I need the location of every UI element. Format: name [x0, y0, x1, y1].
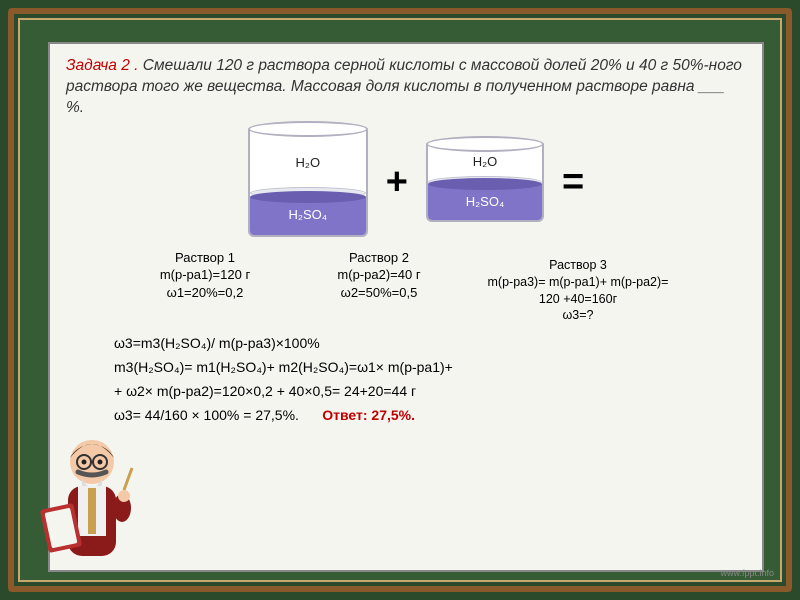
beaker-1-top-label: H₂O [250, 155, 366, 170]
problem-body: Смешали 120 г раствора серной кислоты с … [66, 57, 742, 116]
calc-l1: ω3=m3(H₂SO₄)/ m(р-ра3)×100% [114, 332, 746, 356]
cap1-l3: ω1=20%=0,2 [130, 284, 280, 302]
calc-l4a: ω3= 44/160 × 100% = 27,5%. [114, 407, 299, 423]
cap3-l1: Раствор 3 [478, 257, 678, 274]
cap1-l2: m(р-ра1)=120 г [130, 266, 280, 284]
calc-l2: m3(H₂SO₄)= m1(H₂SO₄)+ m2(H₂SO₄)=ω1× m(р-… [114, 356, 746, 380]
beaker-1-bottom-label: H₂SO₄ [250, 207, 366, 222]
cap3-l2: m(р-ра3)= m(р-ра1)+ m(р-ра2)= 120 +40=16… [478, 274, 678, 308]
slide-card: Задача 2 . Смешали 120 г раствора серной… [48, 42, 764, 572]
footer-link: www.fppt.info [720, 568, 774, 578]
cap2-l1: Раствор 2 [304, 249, 454, 267]
calc-l4: ω3= 44/160 × 100% = 27,5%. Ответ: 27,5%. [114, 404, 746, 428]
caption-1: Раствор 1 m(р-ра1)=120 г ω1=20%=0,2 [130, 249, 280, 325]
beaker-2-liquid: H₂SO₄ [428, 184, 542, 220]
beaker-1-wrap: H₂O H₂SO₄ [248, 129, 368, 237]
caption-3: Раствор 3 m(р-ра3)= m(р-ра1)+ m(р-ра2)= … [478, 257, 678, 325]
beaker-2-top-label: H₂O [428, 154, 542, 169]
beaker-2-rim [426, 136, 544, 152]
beaker-1-rim [248, 121, 368, 137]
beaker-1: H₂O H₂SO₄ [248, 129, 368, 237]
beaker-2: H₂O H₂SO₄ [426, 144, 544, 222]
cap3-l3: ω3=? [478, 307, 678, 324]
cap2-l2: m(р-ра2)=40 г [304, 266, 454, 284]
teacher-icon [38, 428, 158, 578]
problem-title: Задача 2 . [66, 57, 138, 74]
beaker-1-liquid: H₂SO₄ [250, 197, 366, 235]
cap1-l1: Раствор 1 [130, 249, 280, 267]
inner-frame: Задача 2 . Смешали 120 г раствора серной… [18, 18, 782, 582]
captions-row: Раствор 1 m(р-ра1)=120 г ω1=20%=0,2 Раст… [130, 243, 746, 325]
diagram-row: H₂O H₂SO₄ + H₂O [86, 129, 746, 237]
equals-op: = [562, 161, 584, 204]
cap2-l3: ω2=50%=0,5 [304, 284, 454, 302]
answer-text: Ответ: 27,5%. [322, 407, 415, 423]
calculation-block: ω3=m3(H₂SO₄)/ m(р-ра3)×100% m3(H₂SO₄)= m… [114, 332, 746, 427]
beaker-2-wrap: H₂O H₂SO₄ [426, 144, 544, 222]
caption-2: Раствор 2 m(р-ра2)=40 г ω2=50%=0,5 [304, 249, 454, 325]
beaker-2-bottom-label: H₂SO₄ [428, 194, 542, 209]
plus-op: + [386, 161, 408, 204]
problem-text: Задача 2 . Смешали 120 г раствора серной… [66, 56, 746, 119]
calc-l3: + ω2× m(р-ра2)=120×0,2 + 40×0,5= 24+20=4… [114, 380, 746, 404]
outer-frame: Задача 2 . Смешали 120 г раствора серной… [8, 8, 792, 592]
